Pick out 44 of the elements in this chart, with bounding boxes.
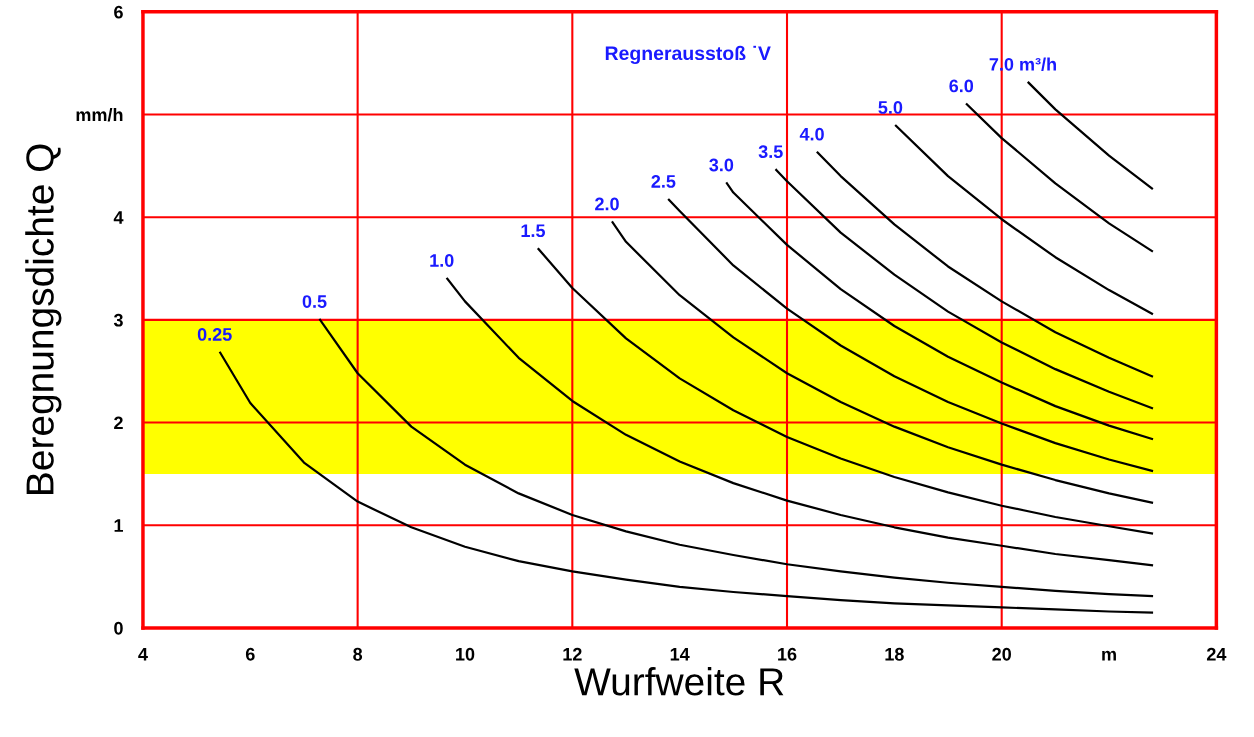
series-label: 4.0	[799, 127, 824, 141]
x-tick-label: 18	[885, 647, 904, 661]
series-label: 3.0	[709, 158, 734, 172]
series-label: 0.5	[302, 295, 327, 308]
y-tick-label: 3	[113, 313, 123, 327]
x-tick-label: 24	[1206, 647, 1227, 661]
y-tick-label: 2	[114, 416, 123, 430]
series-label: 2.5	[651, 175, 676, 188]
line-series	[667, 198, 1154, 472]
y-tick-label: mm/h	[76, 107, 123, 122]
line-series	[1027, 81, 1154, 190]
line-series	[816, 151, 1154, 378]
series-label: 1.5	[521, 224, 546, 238]
x-axis-title: Wurfweite R	[574, 666, 784, 696]
line-series	[219, 351, 1154, 614]
y-tick-label: 0	[114, 621, 123, 635]
series-label: 5.0	[878, 101, 903, 114]
x-tick-label: m	[1102, 650, 1116, 661]
x-tick-label: 8	[353, 647, 363, 661]
line-series	[775, 168, 1154, 410]
x-tick-label: 6	[245, 647, 255, 661]
series-label: 0.25	[197, 328, 232, 341]
line-series	[611, 221, 1154, 504]
x-tick-label: 12	[563, 647, 582, 661]
x-tick-label: 10	[456, 647, 475, 661]
y-axis-title: Beregnungsdichte Q	[25, 144, 62, 494]
y-tick-label: 4	[113, 211, 124, 224]
series-label: 6.0	[949, 79, 974, 93]
x-tick-label: 20	[992, 647, 1011, 661]
series-label: 3.5	[758, 145, 783, 159]
line-series	[537, 247, 1154, 535]
x-tick-label: 14	[670, 648, 690, 661]
x-tick-label: 4	[138, 648, 148, 661]
y-tick-label: 6	[114, 5, 123, 19]
y-tick-label: 1	[114, 519, 124, 532]
series-label: 1.0	[430, 254, 454, 267]
line-series	[725, 182, 1154, 441]
series-label: 2.0	[595, 197, 619, 211]
x-tick-label: 16	[778, 647, 797, 661]
line-series	[965, 103, 1154, 253]
annotation: Regnerausstoß ˙V	[605, 45, 771, 65]
line-series	[446, 277, 1154, 567]
line-series	[894, 124, 1154, 315]
line-series	[318, 318, 1154, 598]
